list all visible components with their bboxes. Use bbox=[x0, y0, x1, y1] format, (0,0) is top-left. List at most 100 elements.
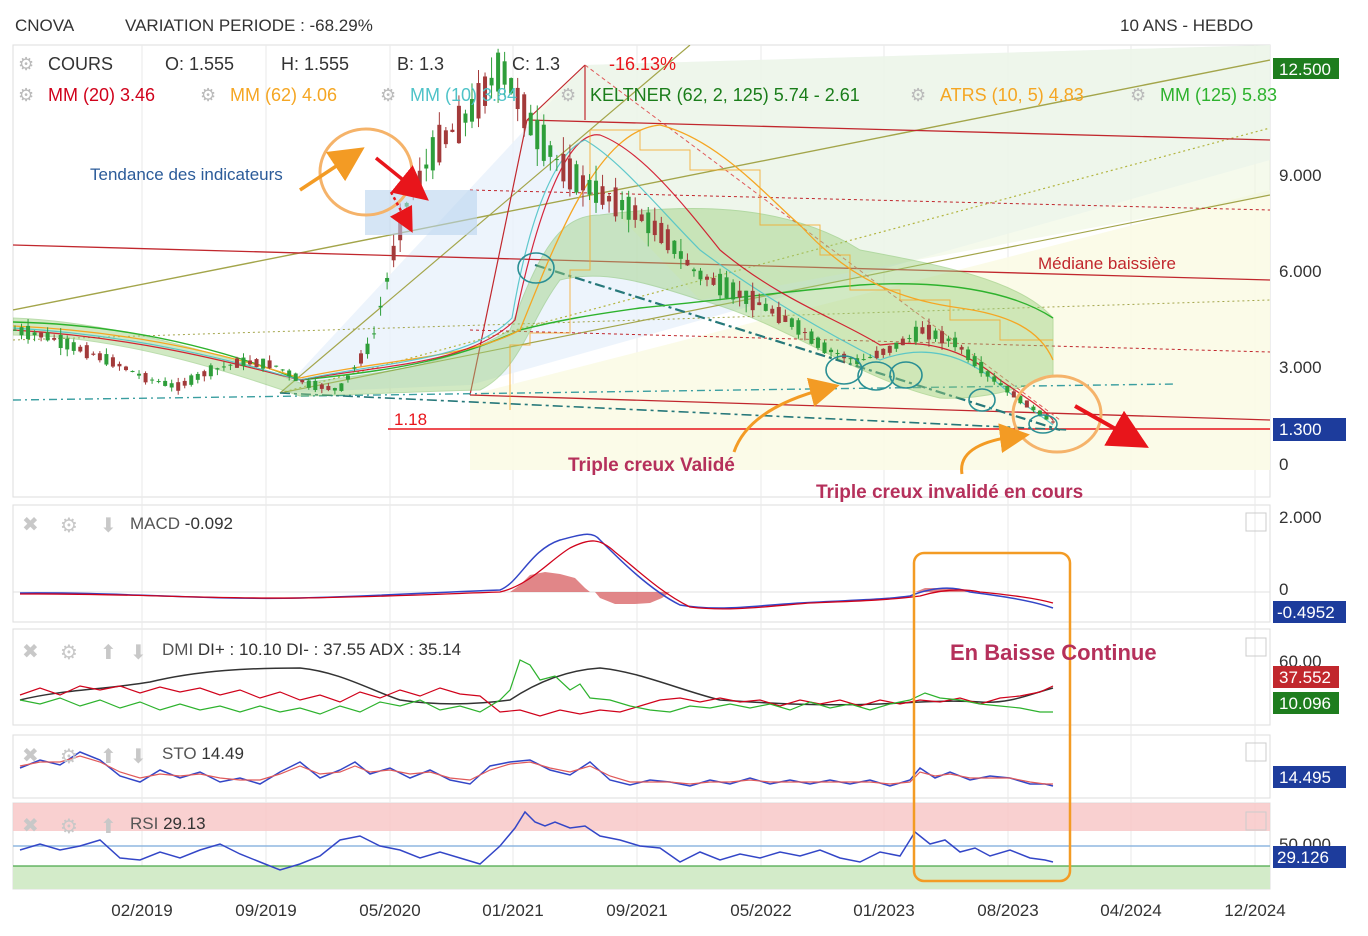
xtick-label: 02/2019 bbox=[111, 901, 172, 920]
candle-body bbox=[907, 338, 912, 340]
di-plus-value: 10.096 bbox=[1279, 694, 1331, 713]
cours-label: COURS bbox=[48, 54, 113, 74]
candle-body bbox=[705, 276, 709, 280]
candle-body bbox=[150, 379, 155, 381]
dmi-close-icon[interactable]: ✖ bbox=[22, 639, 39, 663]
indicator-settings-icon[interactable]: ⚙ bbox=[380, 85, 396, 106]
indicator-legend-label: ATRS (10, 5) 4.83 bbox=[940, 85, 1084, 105]
candle-body bbox=[600, 186, 605, 205]
candle-body bbox=[372, 333, 377, 335]
sto-maximize-icon[interactable] bbox=[1245, 742, 1267, 762]
candle-body bbox=[352, 367, 357, 369]
candle-body bbox=[509, 78, 514, 94]
candle-body bbox=[280, 369, 285, 371]
dmi-title: DMI DI+ : 10.10 DI- : 37.55 ADX : 35.14 bbox=[162, 640, 461, 659]
candle-body bbox=[483, 76, 488, 106]
di-plus-badge bbox=[1273, 692, 1339, 714]
candle-body bbox=[1037, 410, 1042, 416]
candle-body bbox=[110, 357, 115, 367]
candle-body bbox=[783, 315, 788, 322]
price-axis: 12.500 9.000 6.000 3.000 1.300 0 bbox=[1273, 58, 1346, 474]
rsi-overbought-zone bbox=[13, 803, 1270, 831]
candle-body bbox=[221, 366, 226, 368]
triple-invalid-label: Triple creux invalidé en cours bbox=[816, 482, 1083, 503]
dmi-settings-icon[interactable]: ⚙ bbox=[60, 640, 78, 664]
candle-body bbox=[770, 308, 775, 314]
rsi-plot bbox=[13, 803, 1270, 889]
dmi-maximize-icon[interactable] bbox=[1245, 637, 1267, 657]
candle-body bbox=[1011, 391, 1016, 398]
candle-body bbox=[241, 357, 246, 366]
candle-body bbox=[972, 356, 977, 367]
indicator-settings-icon[interactable]: ⚙ bbox=[200, 85, 216, 106]
rsi-close-icon[interactable]: ✖ bbox=[22, 813, 39, 837]
candle-body bbox=[887, 345, 892, 353]
rsi-line bbox=[19, 810, 1054, 871]
sto-down-icon[interactable]: ⬇ bbox=[130, 744, 147, 768]
sto-settings-icon[interactable]: ⚙ bbox=[60, 744, 78, 768]
macd-histogram bbox=[510, 572, 975, 604]
triple-valid-label: Triple creux Validé bbox=[568, 455, 735, 476]
candle-body bbox=[300, 379, 305, 383]
candle-body bbox=[476, 83, 481, 119]
indicator-legend-label: MM (10) 3.84 bbox=[410, 85, 517, 105]
candle-body bbox=[84, 345, 89, 359]
indicator-settings-icon[interactable]: ⚙ bbox=[18, 85, 34, 106]
candle-body bbox=[228, 364, 233, 366]
xtick-label: 09/2019 bbox=[235, 901, 296, 920]
candle-body bbox=[633, 205, 638, 220]
candle-body bbox=[541, 124, 546, 161]
candle-body bbox=[287, 370, 292, 377]
rsi-oversold-zone bbox=[13, 866, 1270, 889]
candle-body bbox=[528, 112, 533, 136]
sto-close-icon[interactable]: ✖ bbox=[22, 743, 39, 767]
candle-body bbox=[267, 360, 272, 369]
macd-down-icon[interactable]: ⬇ bbox=[100, 513, 117, 537]
dmi-up-icon[interactable]: ⬆ bbox=[100, 640, 117, 664]
candle-body bbox=[985, 371, 990, 377]
candle-body bbox=[574, 164, 579, 193]
median-label: Médiane baissière bbox=[1038, 254, 1176, 273]
close-label: C: 1.3 bbox=[512, 54, 560, 74]
macd-settings-icon[interactable]: ⚙ bbox=[60, 513, 78, 537]
candle-body bbox=[626, 196, 631, 220]
low-label: B: 1.3 bbox=[397, 54, 444, 74]
indicator-legend-label: KELTNER (62, 2, 125) 5.74 - 2.61 bbox=[590, 85, 860, 105]
candle-body bbox=[848, 358, 853, 360]
candle-body bbox=[737, 290, 742, 298]
candle-body bbox=[953, 337, 958, 348]
macd-maximize-icon[interactable] bbox=[1245, 512, 1267, 532]
rsi-maximize-icon[interactable] bbox=[1245, 811, 1267, 831]
dmi-down-icon[interactable]: ⬇ bbox=[130, 640, 147, 664]
rsi-settings-icon[interactable]: ⚙ bbox=[60, 814, 78, 838]
macd-close-icon[interactable]: ✖ bbox=[22, 512, 39, 536]
continuous-drop-box bbox=[912, 551, 1072, 883]
candle-body bbox=[332, 388, 337, 391]
candle-body bbox=[1031, 406, 1036, 411]
rsi-up-icon[interactable]: ⬆ bbox=[100, 814, 117, 838]
cours-settings-icon[interactable]: ⚙ bbox=[18, 54, 34, 75]
indicator-legend-label: MM (20) 3.46 bbox=[48, 85, 155, 105]
candle-body bbox=[424, 164, 429, 169]
candle-body bbox=[143, 373, 148, 383]
candle-body bbox=[254, 359, 259, 368]
candle-body bbox=[639, 214, 644, 221]
candle-body bbox=[672, 240, 677, 254]
candle-body bbox=[776, 307, 781, 323]
indicator-settings-icon[interactable]: ⚙ bbox=[560, 85, 576, 106]
candle-body bbox=[430, 137, 435, 171]
rsi-axis: 50.000 29.126 bbox=[1273, 835, 1346, 868]
candle-body bbox=[215, 368, 220, 370]
xtick-label: 12/2024 bbox=[1224, 901, 1285, 920]
main-drawings bbox=[13, 45, 1270, 475]
di-plus-line bbox=[19, 659, 1053, 715]
candle-body bbox=[450, 129, 455, 132]
sto-up-icon[interactable]: ⬆ bbox=[100, 744, 117, 768]
candle-body bbox=[176, 382, 181, 391]
indicator-settings-icon[interactable]: ⚙ bbox=[1130, 85, 1146, 106]
candle-body bbox=[1051, 421, 1055, 423]
last-price-label: 1.300 bbox=[1279, 420, 1322, 439]
indicator-settings-icon[interactable]: ⚙ bbox=[910, 85, 926, 106]
candle-body bbox=[456, 105, 461, 144]
candle-body bbox=[698, 270, 703, 280]
